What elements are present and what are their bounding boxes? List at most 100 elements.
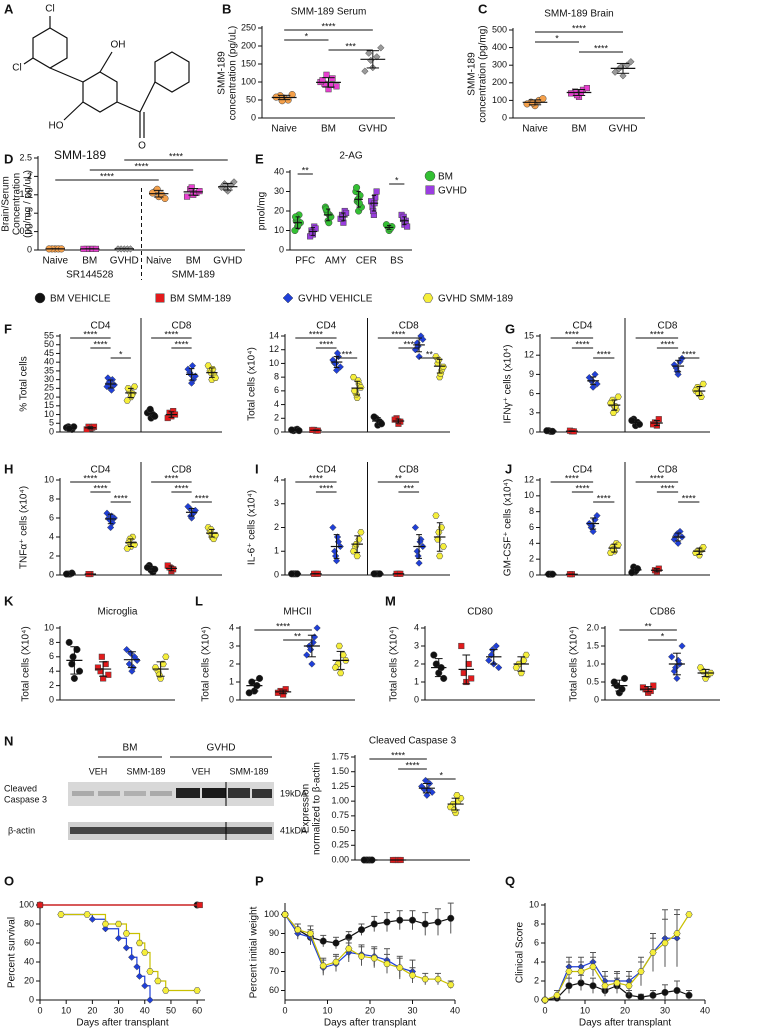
y-tick-label: 0	[251, 112, 256, 122]
marker	[447, 914, 455, 922]
ring	[32, 27, 68, 69]
significance-label: ****	[319, 483, 334, 493]
y-tick-label: 0	[274, 569, 279, 579]
x-tick-label: 20	[87, 1005, 97, 1015]
structure-drawing	[23, 16, 190, 138]
marker	[336, 363, 344, 371]
marker	[162, 653, 170, 660]
marker	[621, 674, 629, 682]
marker	[421, 975, 429, 983]
y-tick-label: 12	[524, 350, 534, 360]
y-tick-label: 1.5	[586, 640, 599, 650]
marker	[396, 964, 404, 971]
significance-label: ****	[134, 161, 149, 171]
marker	[423, 791, 431, 799]
blot-size: 41kDA	[280, 825, 307, 835]
x-tick-label: GVHD	[609, 124, 638, 135]
marker	[353, 552, 361, 560]
y-axis-label: pmol/mg	[257, 192, 268, 230]
blot-row-label: Caspase 3	[4, 794, 47, 804]
marker	[685, 991, 693, 999]
marker	[332, 557, 341, 565]
y-tick-label: 0	[594, 694, 599, 704]
panel-label: D	[4, 151, 13, 166]
y-tick-label: 100	[19, 899, 34, 909]
marker	[495, 663, 503, 672]
y-tick-label: 15	[524, 330, 534, 340]
marker	[159, 660, 167, 668]
y-tick-label: 6	[49, 651, 54, 661]
marker	[155, 293, 165, 303]
facet-title: CD8	[171, 465, 191, 476]
x-tick-label: Naive	[42, 256, 68, 267]
x-tick-label: 40	[700, 1005, 710, 1015]
band	[176, 788, 200, 798]
y-axis-label: Clinical Score	[515, 921, 526, 983]
facet-title: CD4	[316, 465, 336, 476]
y-tick-label: 0	[529, 426, 534, 436]
marker	[568, 90, 575, 97]
panel-label: I	[255, 461, 259, 476]
marker	[460, 669, 467, 677]
marker	[153, 185, 161, 193]
y-axis-label: IFNγ⁺ cells (x10⁴)	[503, 344, 514, 423]
band	[70, 827, 272, 834]
y-tick-label: 80	[24, 918, 34, 928]
band	[72, 791, 94, 796]
significance-label: ***	[403, 339, 414, 349]
y-tick-label: 60	[269, 985, 279, 995]
atom-label: OH	[111, 40, 126, 51]
marker	[434, 975, 442, 983]
x-tick-label: GVHD	[213, 256, 242, 267]
significance-label: ****	[321, 21, 336, 31]
marker	[523, 100, 531, 108]
facet-title: CD8	[657, 465, 677, 476]
legend-label: GVHD	[438, 186, 467, 197]
marker	[104, 374, 112, 382]
marker	[416, 538, 424, 546]
band	[98, 791, 120, 796]
y-tick-label: 2	[229, 658, 234, 668]
chart-title: MHCII	[283, 607, 311, 618]
y-tick-label: 10	[44, 474, 54, 484]
y-tick-label: 8	[49, 493, 54, 503]
y-tick-label: 45	[44, 348, 54, 358]
facet-title: CD4	[572, 321, 592, 332]
marker	[354, 377, 362, 384]
chart-title: CD80	[467, 607, 493, 618]
panel-label: A	[4, 1, 14, 16]
x-axis-label: Days after transplant	[579, 1018, 671, 1029]
x-tick-label: BS	[390, 256, 404, 267]
marker	[135, 939, 144, 947]
significance-label: ****	[276, 621, 291, 631]
marker	[436, 552, 444, 560]
y-axis-label: normalized to β-actin	[312, 762, 323, 855]
marker	[196, 188, 203, 195]
marker	[439, 543, 447, 550]
x-tick-label: AMY	[325, 256, 347, 267]
y-axis-label: Total cells (X10⁴)	[21, 626, 32, 701]
y-tick-label: 70	[269, 966, 279, 976]
x-tick-label: 10	[580, 1005, 590, 1015]
significance-label: ****	[594, 43, 609, 53]
marker	[303, 651, 311, 659]
y-tick-label: 6	[49, 512, 54, 522]
significance-label: ****	[682, 493, 697, 503]
y-tick-label: 90	[269, 928, 279, 938]
x-tick-label: 50	[166, 1005, 176, 1015]
marker	[625, 982, 633, 989]
panel-label: B	[222, 1, 231, 16]
marker	[370, 920, 378, 928]
panel-label: P	[255, 873, 264, 888]
y-tick-label: 1.5	[19, 189, 32, 199]
band	[202, 788, 226, 798]
significance-label: *	[555, 33, 559, 43]
marker	[103, 509, 111, 517]
y-axis-label: Brain/Serum	[1, 176, 12, 232]
significance-label: **	[426, 349, 434, 359]
y-tick-label: 30	[274, 186, 284, 196]
marker	[435, 356, 443, 364]
marker	[676, 527, 684, 536]
panel-label: L	[195, 593, 203, 608]
marker	[601, 982, 609, 989]
